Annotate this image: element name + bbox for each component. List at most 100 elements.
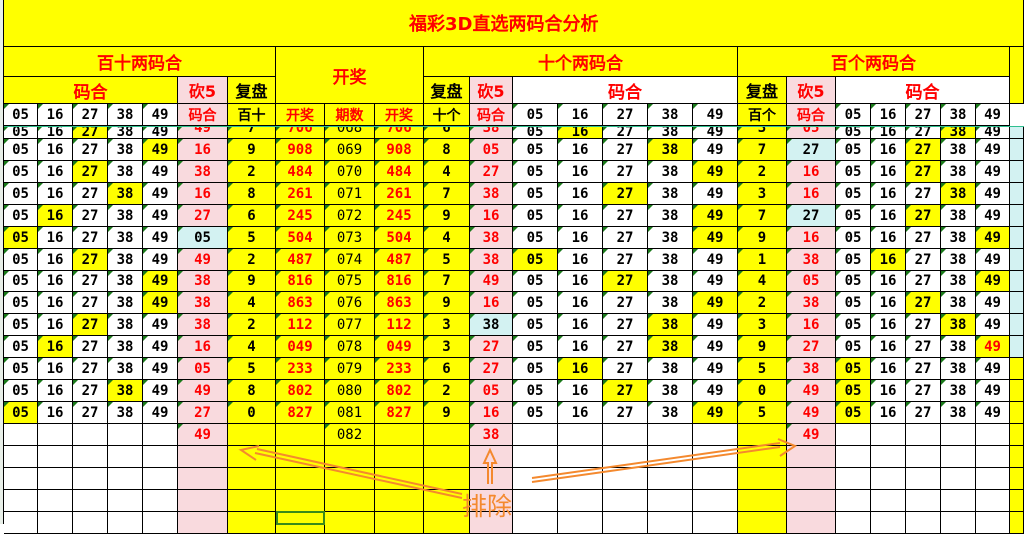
- empty-cell[interactable]: [871, 512, 906, 534]
- row-sg-combo-38[interactable]: 38: [648, 139, 693, 161]
- row-bg-combo-38[interactable]: 38: [941, 292, 976, 314]
- kan5-bai-ge[interactable]: 16: [787, 161, 836, 183]
- row-bg-combo-27[interactable]: 27: [906, 314, 941, 336]
- row-bg-combo-16[interactable]: 16: [871, 271, 906, 292]
- row-bg-combo-27[interactable]: 27: [906, 227, 941, 249]
- hdr-sg-combo-49[interactable]: 49: [693, 104, 738, 126]
- row-sg-combo-05[interactable]: 05: [513, 402, 558, 424]
- draw-number[interactable]: 112: [375, 314, 424, 336]
- empty-cell[interactable]: [871, 446, 906, 468]
- fupan-bai-ge[interactable]: [738, 424, 787, 446]
- fupan-bai-ge[interactable]: 3: [738, 126, 787, 139]
- row-sg-combo-16[interactable]: 16: [558, 161, 603, 183]
- kan5-shi-ge[interactable]: 38: [470, 424, 513, 446]
- row-bs-combo-16[interactable]: 16: [38, 139, 73, 161]
- row-bg-combo-16[interactable]: 16: [871, 227, 906, 249]
- empty-cell[interactable]: [693, 424, 738, 446]
- row-sg-combo-05[interactable]: 05: [513, 205, 558, 227]
- draw-number[interactable]: 706: [375, 126, 424, 139]
- empty-cell[interactable]: [38, 446, 73, 468]
- empty-cell[interactable]: [4, 446, 38, 468]
- row-bg-combo-05[interactable]: 05: [836, 249, 871, 271]
- row-sg-combo-49[interactable]: 49: [693, 249, 738, 271]
- row-bg-combo-27[interactable]: 27: [906, 380, 941, 402]
- fupan-shi-ge[interactable]: 5: [424, 249, 470, 271]
- row-sg-combo-49[interactable]: 49: [693, 183, 738, 205]
- period-number[interactable]: 072: [325, 205, 375, 227]
- draw-number[interactable]: 706: [276, 126, 325, 139]
- row-bg-combo-16[interactable]: 16: [871, 205, 906, 227]
- fupan-bai-shi[interactable]: 2: [228, 161, 276, 183]
- empty-cell[interactable]: [513, 468, 558, 490]
- empty-cell[interactable]: [143, 468, 178, 490]
- period-number[interactable]: 077: [325, 314, 375, 336]
- draw-number[interactable]: 487: [375, 249, 424, 271]
- empty-cell[interactable]: [836, 424, 871, 446]
- fupan-bai-ge[interactable]: 7: [738, 139, 787, 161]
- kan5-bai-shi[interactable]: 38: [178, 314, 228, 336]
- empty-cell[interactable]: [558, 424, 603, 446]
- row-bg-combo-16[interactable]: 16: [871, 380, 906, 402]
- draw-number[interactable]: 245: [375, 205, 424, 227]
- row-sg-combo-16[interactable]: 16: [558, 358, 603, 380]
- row-sg-combo-49[interactable]: 49: [693, 292, 738, 314]
- fupan-shi-ge[interactable]: 3: [424, 336, 470, 358]
- empty-cell[interactable]: [4, 512, 38, 534]
- row-bg-combo-49[interactable]: 49: [976, 336, 1010, 358]
- period-number[interactable]: 069: [325, 139, 375, 161]
- row-bs-combo-27[interactable]: 27: [73, 126, 108, 139]
- hdr-bs-combo-49[interactable]: 49: [143, 104, 178, 126]
- row-bs-combo-05[interactable]: 05: [4, 336, 38, 358]
- row-bg-combo-27[interactable]: 27: [906, 336, 941, 358]
- row-sg-combo-27[interactable]: 27: [603, 271, 648, 292]
- kan5-bai-shi[interactable]: 38: [178, 271, 228, 292]
- row-bg-combo-27[interactable]: 27: [906, 249, 941, 271]
- row-bs-combo-49[interactable]: 49: [143, 249, 178, 271]
- kan5-shi-ge[interactable]: 38: [470, 314, 513, 336]
- row-sg-combo-05[interactable]: 05: [513, 227, 558, 249]
- row-bg-combo-27[interactable]: 27: [906, 402, 941, 424]
- draw-number[interactable]: [375, 490, 424, 512]
- row-sg-combo-05[interactable]: 05: [513, 249, 558, 271]
- row-sg-combo-27[interactable]: 27: [603, 205, 648, 227]
- fupan-shi-ge[interactable]: 3: [424, 314, 470, 336]
- empty-cell[interactable]: [558, 490, 603, 512]
- row-sg-combo-49[interactable]: 49: [693, 205, 738, 227]
- kan5-bai-ge[interactable]: [787, 512, 836, 534]
- period-number[interactable]: [325, 468, 375, 490]
- draw-number[interactable]: 049: [276, 336, 325, 358]
- empty-cell[interactable]: [906, 446, 941, 468]
- kan5-bai-shi[interactable]: [178, 512, 228, 534]
- empty-cell[interactable]: [836, 446, 871, 468]
- fupan-bai-ge[interactable]: [738, 446, 787, 468]
- fupan-bai-ge[interactable]: 7: [738, 205, 787, 227]
- empty-cell[interactable]: [836, 468, 871, 490]
- period-number[interactable]: 081: [325, 402, 375, 424]
- kan5-shi-ge[interactable]: 27: [470, 358, 513, 380]
- fupan-shi-ge[interactable]: [424, 446, 470, 468]
- row-bg-combo-49[interactable]: 49: [976, 292, 1010, 314]
- row-bg-combo-49[interactable]: 49: [976, 402, 1010, 424]
- row-sg-combo-38[interactable]: 38: [648, 358, 693, 380]
- empty-cell[interactable]: [558, 446, 603, 468]
- kan5-shi-ge[interactable]: 27: [470, 336, 513, 358]
- row-sg-combo-27[interactable]: 27: [603, 183, 648, 205]
- kan5-bai-ge[interactable]: 49: [787, 380, 836, 402]
- row-bg-combo-05[interactable]: 05: [836, 161, 871, 183]
- row-bs-combo-16[interactable]: 16: [38, 336, 73, 358]
- row-bg-combo-49[interactable]: 49: [976, 139, 1010, 161]
- row-bg-combo-27[interactable]: 27: [906, 126, 941, 139]
- draw-number[interactable]: 233: [276, 358, 325, 380]
- hdr-bg-combo-49[interactable]: 49: [976, 104, 1010, 126]
- row-bg-combo-05[interactable]: 05: [836, 336, 871, 358]
- row-bg-combo-27[interactable]: 27: [906, 139, 941, 161]
- period-number[interactable]: 075: [325, 271, 375, 292]
- row-sg-combo-05[interactable]: 05: [513, 336, 558, 358]
- row-bs-combo-27[interactable]: 27: [73, 336, 108, 358]
- fupan-bai-shi[interactable]: [228, 424, 276, 446]
- empty-cell[interactable]: [143, 424, 178, 446]
- row-bg-combo-49[interactable]: 49: [976, 249, 1010, 271]
- row-bs-combo-27[interactable]: 27: [73, 227, 108, 249]
- row-sg-combo-05[interactable]: 05: [513, 292, 558, 314]
- draw-number[interactable]: 233: [375, 358, 424, 380]
